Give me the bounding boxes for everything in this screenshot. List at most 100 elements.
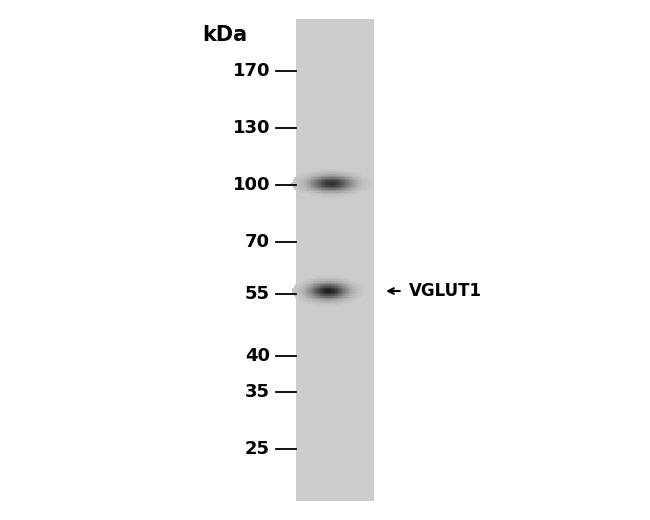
Bar xyxy=(320,188,322,190)
Bar xyxy=(315,182,316,184)
Bar xyxy=(356,284,358,286)
Bar xyxy=(341,303,342,305)
Bar xyxy=(315,282,316,284)
Bar xyxy=(350,176,352,177)
Bar xyxy=(356,298,358,300)
Bar xyxy=(337,286,338,288)
Bar xyxy=(332,294,334,296)
Bar xyxy=(361,180,363,182)
Bar xyxy=(335,193,336,194)
Bar xyxy=(359,187,361,188)
Bar xyxy=(315,301,316,303)
Bar xyxy=(353,281,355,282)
Bar xyxy=(311,173,313,174)
Bar xyxy=(300,294,302,296)
Bar xyxy=(355,300,356,301)
Bar xyxy=(313,182,315,184)
Bar xyxy=(330,301,331,303)
Bar xyxy=(348,286,349,288)
Bar xyxy=(310,174,311,176)
Bar xyxy=(328,291,330,293)
Bar xyxy=(339,194,341,196)
Bar xyxy=(343,291,345,293)
Bar xyxy=(316,303,317,305)
Bar xyxy=(334,288,335,289)
Bar xyxy=(350,284,352,286)
Bar xyxy=(355,294,356,296)
Bar xyxy=(345,282,346,284)
Bar xyxy=(345,293,346,294)
Bar xyxy=(294,185,296,187)
Bar xyxy=(331,289,332,291)
Bar xyxy=(322,179,324,180)
Bar xyxy=(313,281,315,282)
Bar xyxy=(328,180,330,182)
Bar xyxy=(292,289,294,291)
Bar xyxy=(328,176,330,177)
Bar xyxy=(304,185,305,187)
Bar xyxy=(326,278,327,279)
Bar xyxy=(324,191,325,193)
Bar xyxy=(333,187,335,188)
Bar xyxy=(296,288,298,289)
Bar xyxy=(326,291,327,293)
Bar xyxy=(358,177,359,179)
Bar xyxy=(299,176,300,177)
Bar xyxy=(330,294,331,296)
Bar xyxy=(337,300,338,301)
Bar xyxy=(339,284,341,286)
Bar xyxy=(352,174,353,176)
Bar xyxy=(370,184,372,185)
Bar xyxy=(310,303,311,305)
Bar xyxy=(350,279,352,281)
Bar xyxy=(316,176,317,177)
Bar xyxy=(343,303,345,305)
Bar xyxy=(316,185,317,187)
Bar xyxy=(348,179,350,180)
Bar xyxy=(335,171,336,173)
Bar xyxy=(325,182,327,184)
Bar xyxy=(331,301,332,303)
Bar xyxy=(306,296,307,298)
Bar xyxy=(346,300,348,301)
Bar xyxy=(355,289,356,291)
Bar xyxy=(324,282,326,284)
Bar xyxy=(359,294,360,296)
Bar xyxy=(305,190,307,191)
Bar xyxy=(343,188,344,190)
Bar xyxy=(334,279,335,281)
Bar xyxy=(348,173,350,174)
Bar xyxy=(302,288,304,289)
Bar xyxy=(367,179,369,180)
Bar xyxy=(336,177,337,179)
Bar xyxy=(345,291,346,293)
Bar xyxy=(313,188,315,190)
Bar xyxy=(310,279,311,281)
Bar xyxy=(305,188,307,190)
Bar xyxy=(332,182,333,184)
Bar xyxy=(320,294,321,296)
Bar xyxy=(322,288,324,289)
Bar xyxy=(330,276,331,278)
Bar xyxy=(343,187,344,188)
Bar xyxy=(321,298,322,300)
Bar xyxy=(315,278,316,279)
Bar xyxy=(330,188,332,190)
Bar xyxy=(341,174,343,176)
Bar xyxy=(317,294,318,296)
Bar xyxy=(311,187,313,188)
Bar xyxy=(337,284,338,286)
Bar xyxy=(320,173,322,174)
Bar xyxy=(327,303,328,305)
Bar xyxy=(352,193,353,194)
Bar xyxy=(365,179,367,180)
Bar xyxy=(298,293,299,294)
Bar xyxy=(356,177,358,179)
Bar xyxy=(295,288,296,289)
Bar xyxy=(328,169,330,171)
Bar xyxy=(350,286,352,288)
Bar xyxy=(345,171,347,173)
Bar xyxy=(304,284,305,286)
Bar xyxy=(332,190,333,191)
Bar xyxy=(315,296,316,298)
